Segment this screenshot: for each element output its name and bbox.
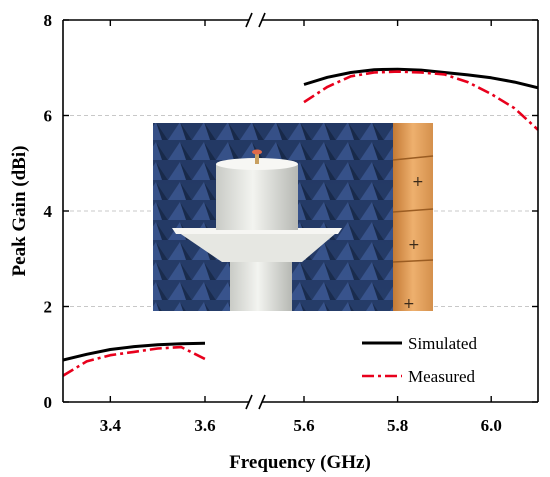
series-line-measured-1 [303,70,538,131]
axis-ticks: 0 2 4 6 8 3.4 3.6 5.6 5.8 6.0 [44,11,538,435]
svg-text:+: + [412,174,424,190]
axis-break-mark [245,12,266,410]
legend-label-simulated: Simulated [408,334,477,353]
antenna-photo: + + + [153,123,434,312]
svg-text:+: + [408,237,420,253]
series-line-simulated-0 [63,341,206,362]
series-line-simulated-1 [303,67,538,90]
y-tick-label: 6 [44,107,53,126]
y-tick-label: 4 [44,202,53,221]
x-tick-label: 6.0 [481,416,502,435]
x-axis-title: Frequency (GHz) [229,452,371,473]
x-tick-label: 5.8 [387,416,408,435]
series-line-measured-0 [63,345,206,377]
grid-lines [63,115,538,307]
y-tick-label: 0 [44,393,53,412]
x-tick-label: 3.6 [194,416,215,435]
x-tick-label: 5.6 [293,416,314,435]
y-tick-label: 8 [44,11,53,30]
legend-label-measured: Measured [408,367,476,386]
y-tick-label: 2 [44,298,53,317]
x-tick-label: 3.4 [100,416,122,435]
legend: Simulated Measured [362,334,477,386]
y-axis-title: Peak Gain (dBi) [9,146,30,277]
svg-text:+: + [403,296,415,312]
